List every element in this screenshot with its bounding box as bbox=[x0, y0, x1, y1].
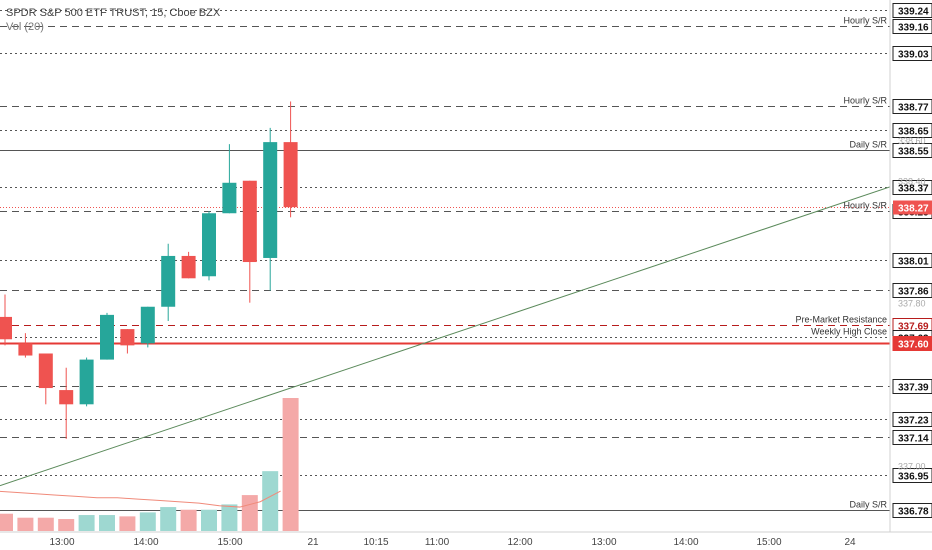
level-label: Daily S/R bbox=[849, 500, 887, 510]
price-badge-label: 337.60 bbox=[898, 340, 929, 351]
price-badge-label: 339.03 bbox=[898, 50, 929, 61]
price-badge bbox=[892, 123, 932, 138]
price-badge-label: 337.69 bbox=[898, 322, 929, 333]
price-badge bbox=[892, 253, 932, 268]
time-tick-label: 14:00 bbox=[133, 537, 158, 548]
volume-bar bbox=[241, 495, 258, 531]
price-badge-label: 338.37 bbox=[898, 184, 929, 195]
axis-tick-label: 338.60 bbox=[898, 136, 926, 146]
candle-body bbox=[283, 142, 298, 208]
candle-body bbox=[18, 343, 33, 356]
volume-ma-line bbox=[0, 490, 281, 508]
price-badge bbox=[892, 180, 932, 195]
volume-bar bbox=[160, 507, 177, 531]
price-badge bbox=[892, 503, 932, 518]
level-label: Weekly High Close bbox=[811, 327, 887, 337]
candle-body bbox=[120, 329, 135, 346]
volume-bar bbox=[119, 516, 136, 531]
price-badge bbox=[892, 143, 932, 158]
candle-body bbox=[79, 359, 94, 405]
symbol-title: SPDR S&P 500 ETF TRUST, 15, Cboe BZX bbox=[6, 7, 221, 19]
price-badge-label: 339.16 bbox=[898, 23, 929, 34]
volume-bar bbox=[262, 471, 279, 531]
time-tick-label: 11:00 bbox=[425, 537, 450, 548]
trendline bbox=[0, 186, 891, 487]
price-axis[interactable]: 339.24339.16339.03338.77338.65338.55338.… bbox=[889, 0, 932, 532]
price-badge-label: 338.65 bbox=[898, 127, 929, 138]
level-label: Hourly S/R bbox=[843, 201, 887, 211]
level-labels: Hourly S/R Hourly S/R Daily S/R Hourly S/R P… bbox=[795, 16, 887, 510]
axis-tick-label: 338.40 bbox=[898, 177, 926, 187]
volume-bar bbox=[180, 509, 197, 531]
time-tick-label: 24 bbox=[844, 537, 856, 548]
candle-body bbox=[38, 353, 53, 389]
volume-bar bbox=[0, 513, 13, 531]
price-badge bbox=[892, 468, 932, 483]
level-label: Hourly S/R bbox=[843, 16, 887, 26]
price-badge-label: 339.24 bbox=[898, 7, 929, 18]
volume-bar bbox=[201, 509, 217, 531]
volume-bar bbox=[17, 517, 34, 531]
price-badge-label: 337.23 bbox=[898, 416, 929, 427]
time-tick-label: 13:00 bbox=[591, 537, 616, 548]
trendline-layer bbox=[0, 186, 891, 487]
price-badge-label: 336.95 bbox=[898, 472, 929, 483]
volume-bar bbox=[78, 515, 95, 531]
time-axis[interactable]: 13:00 14:00 15:00 21 10:15 11:00 12:00 13:00 14:… bbox=[0, 531, 932, 548]
price-badge-label: 337.14 bbox=[898, 434, 929, 445]
price-badge-label: 337.86 bbox=[898, 287, 929, 298]
price-badge-label: 338.55 bbox=[898, 147, 929, 158]
volume-bar bbox=[139, 512, 156, 531]
level-lines bbox=[0, 10, 890, 511]
price-badge-label: 337.39 bbox=[898, 383, 929, 394]
price-badge-label: 336.78 bbox=[898, 507, 929, 518]
current-price-badge bbox=[893, 200, 932, 215]
price-badge bbox=[892, 379, 932, 394]
volume-bar bbox=[58, 519, 75, 531]
candle-body bbox=[242, 180, 257, 263]
time-tick-label: 14:00 bbox=[673, 537, 698, 548]
price-badge bbox=[892, 430, 932, 445]
volume-bar bbox=[221, 504, 238, 531]
time-tick-label: 21 bbox=[307, 537, 319, 548]
time-tick-label: 13:00 bbox=[49, 537, 74, 548]
candle-body bbox=[59, 390, 74, 405]
price-badge bbox=[892, 46, 932, 61]
level-label: Daily S/R bbox=[849, 140, 887, 150]
time-tick-label: 15:00 bbox=[756, 537, 781, 548]
current-price-label: 338.27 bbox=[898, 204, 929, 215]
time-tick-label: 10:15 bbox=[363, 537, 388, 548]
time-tick-label: 12:00 bbox=[507, 537, 532, 548]
candle-body bbox=[202, 213, 216, 277]
candles bbox=[0, 101, 298, 439]
price-badge-label: 338.01 bbox=[898, 257, 929, 268]
chart-legend: SPDR S&P 500 ETF TRUST, 15, Cboe BZX Vol… bbox=[6, 6, 220, 34]
price-badge bbox=[892, 19, 932, 34]
volume-bar bbox=[99, 515, 115, 531]
candle-body bbox=[222, 182, 237, 214]
candle-body bbox=[140, 306, 155, 344]
volume-bar bbox=[282, 398, 299, 531]
level-label: Hourly S/R bbox=[843, 96, 887, 106]
time-tick-label: 15:00 bbox=[217, 537, 242, 548]
candle-body bbox=[161, 255, 176, 307]
axis-tick-label: 337.00 bbox=[898, 461, 926, 471]
level-label: Pre-Market Resistance bbox=[795, 315, 887, 325]
price-badge bbox=[892, 412, 932, 427]
price-badge bbox=[892, 99, 932, 114]
candle-body bbox=[0, 316, 12, 340]
axis-tick-label: 337.80 bbox=[898, 299, 926, 309]
candle-body bbox=[100, 314, 114, 360]
volume-bar bbox=[37, 517, 54, 531]
candle-body bbox=[181, 255, 196, 279]
price-badge bbox=[892, 3, 932, 18]
volume-legend: Vol (20) bbox=[6, 21, 44, 33]
candle-body bbox=[263, 142, 278, 258]
price-badge-label: 338.77 bbox=[898, 103, 929, 114]
price-badge bbox=[892, 336, 932, 351]
volume-bars bbox=[0, 398, 299, 531]
price-badge bbox=[892, 283, 932, 298]
